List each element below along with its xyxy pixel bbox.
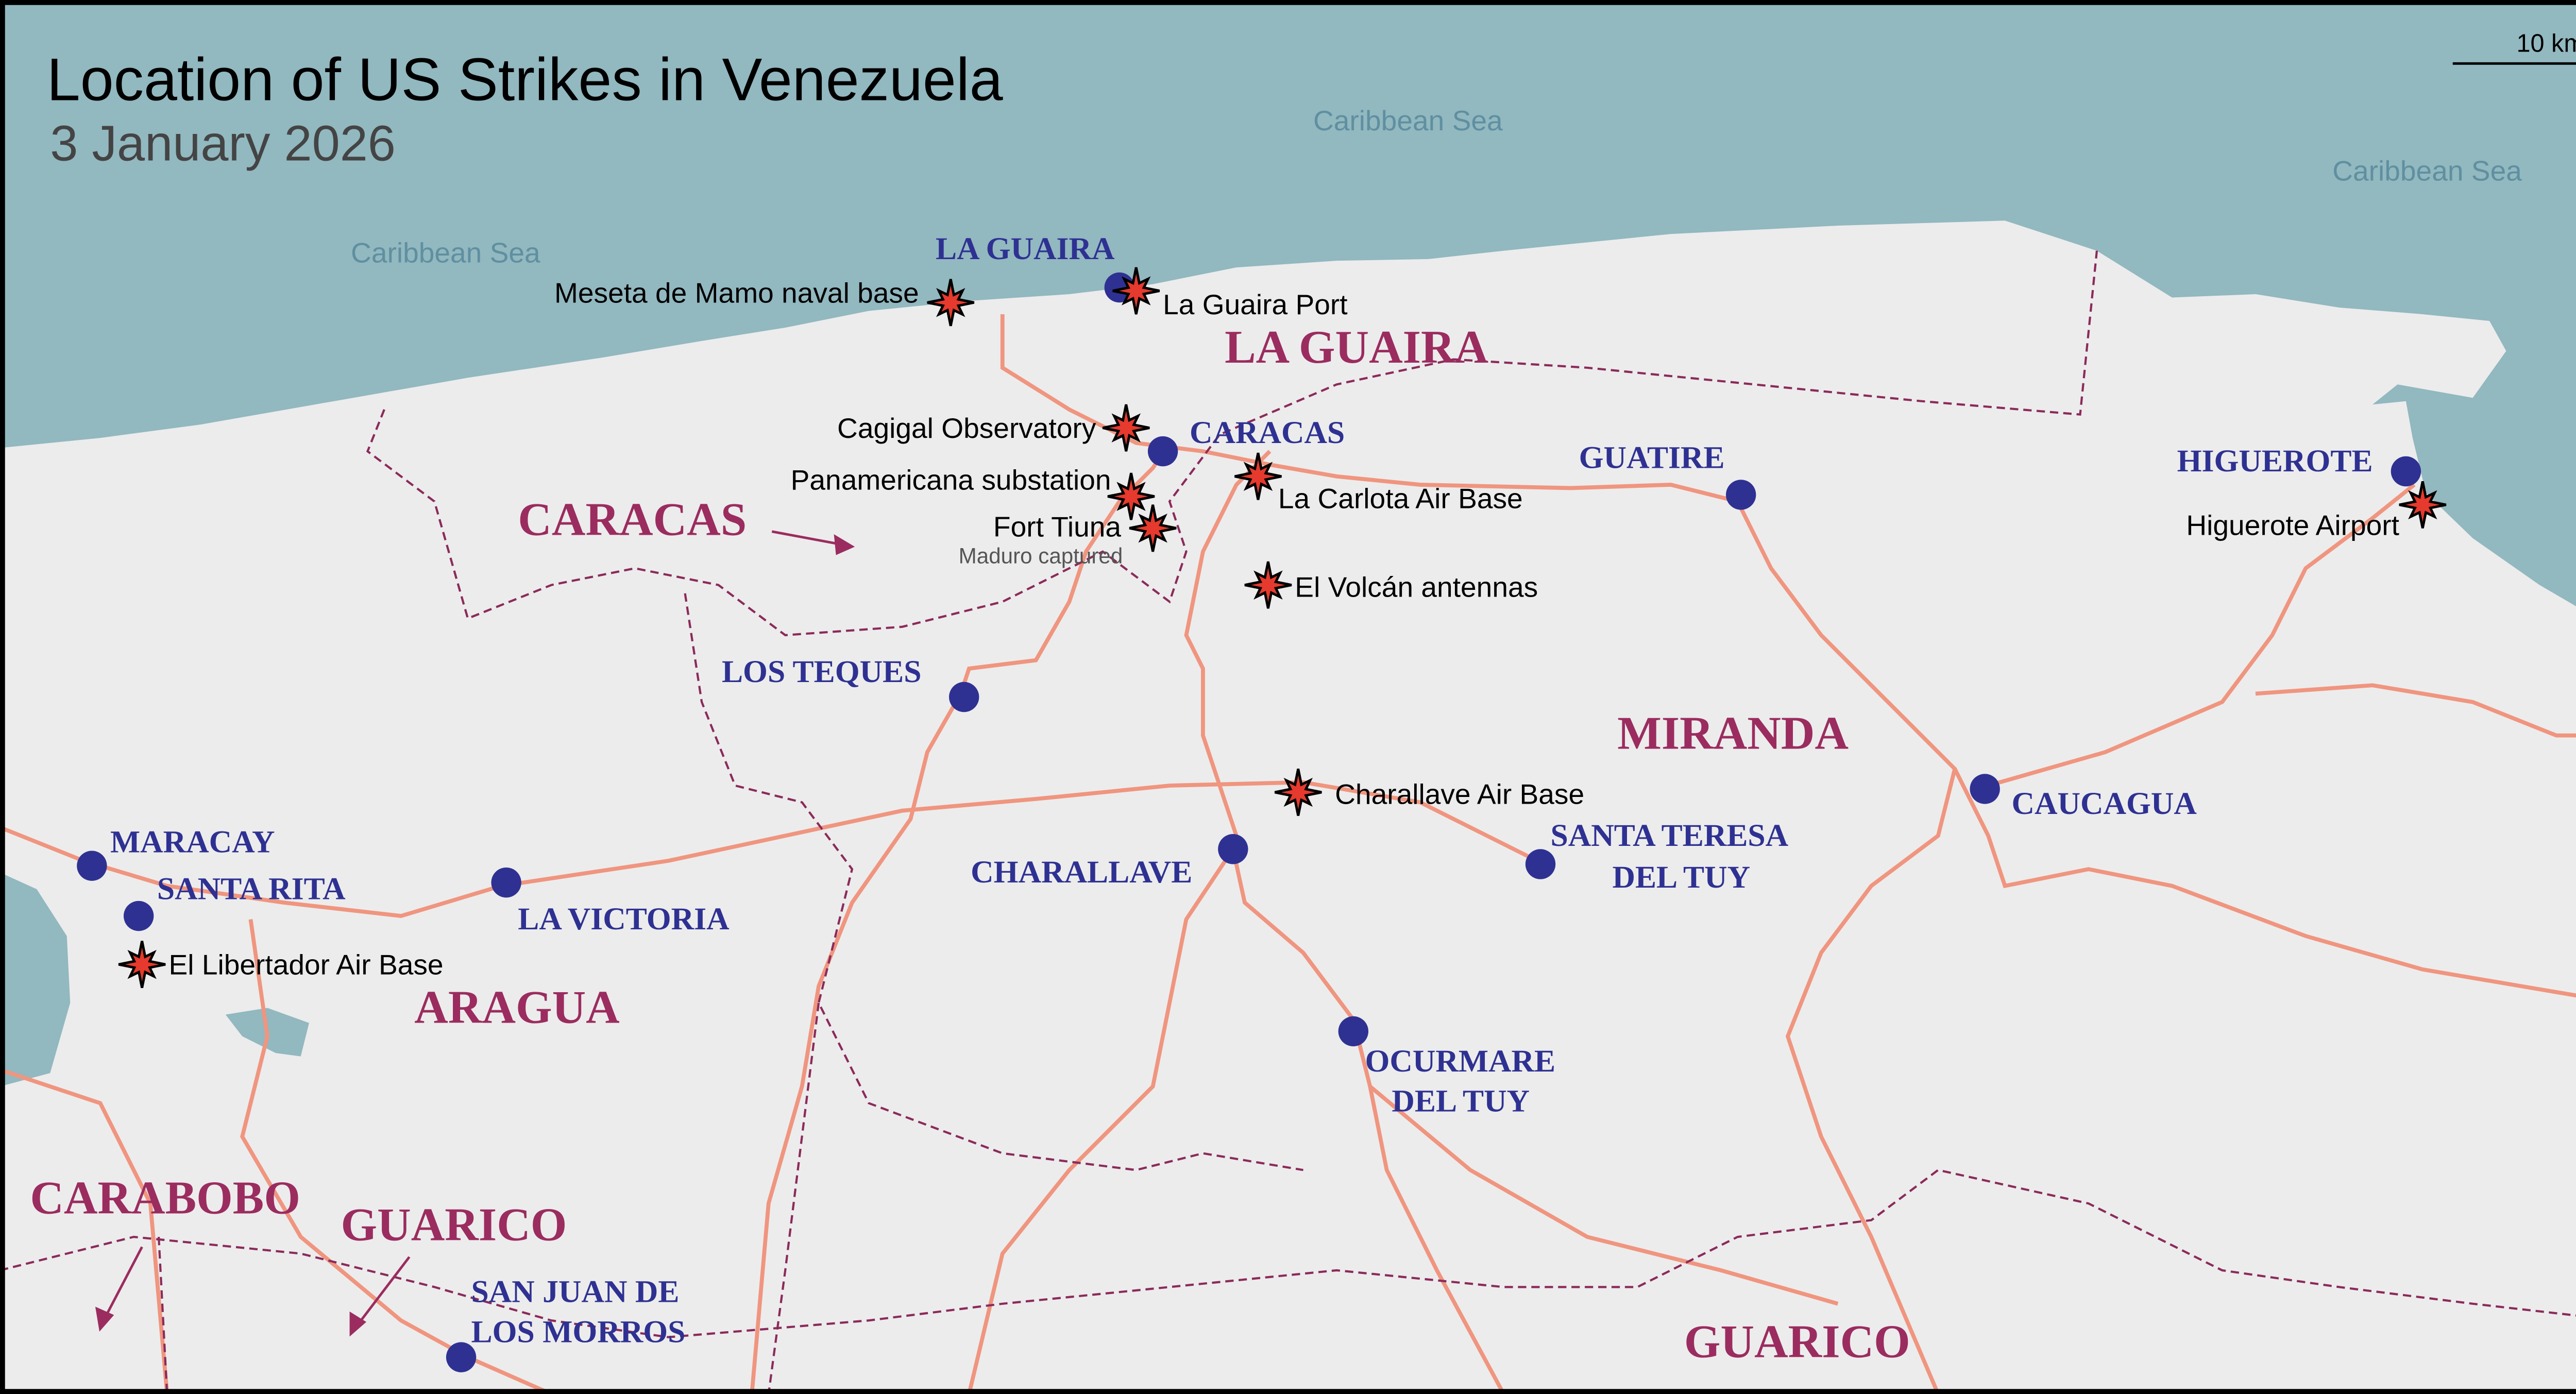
city-label: LOS MORROS [471, 1314, 686, 1349]
state-label: CARABOBO [30, 1172, 300, 1224]
strike-label: La Carlota Air Base [1278, 482, 1523, 514]
city-label: CAUCAGUA [2012, 786, 2197, 821]
city-dot-icon [1218, 834, 1248, 864]
city-dot-icon [77, 851, 107, 881]
arrow-icon [771, 530, 844, 547]
strike-label: El Volcán antennas [1295, 571, 1538, 603]
city-dot-icon [446, 1342, 477, 1372]
arrow-icon [834, 534, 855, 555]
arrows [95, 530, 855, 1337]
sea-label: Caribbean Sea [2332, 155, 2522, 186]
arrow-icon [349, 1311, 367, 1337]
city-dot-icon [1726, 480, 1756, 510]
explosion-star-icon [927, 279, 975, 327]
state-label: GUARICO [1684, 1316, 1910, 1368]
explosion-star-icon [118, 941, 166, 989]
city-markers [77, 272, 2421, 1372]
city-label: CARACAS [1190, 415, 1345, 450]
city-label: LOS TEQUES [722, 654, 922, 689]
city-label: GUATIRE [1579, 440, 1725, 475]
city-label: DEL TUY [1612, 860, 1750, 895]
state-label: ARAGUA [414, 981, 619, 1033]
strike-markers [118, 267, 2447, 989]
city-label: SAN JUAN DE [471, 1274, 680, 1310]
lake [0, 872, 71, 1086]
state-label: GUARICO [341, 1198, 567, 1250]
sea-label: Caribbean Sea [1313, 105, 1503, 137]
strike-label: Fort Tiuna [993, 511, 1121, 543]
explosion-star-icon [1107, 472, 1155, 520]
strike-label: Meseta de Mamo naval base [554, 277, 919, 309]
city-dot-icon [2391, 456, 2421, 487]
explosion-star-icon [1112, 267, 1160, 315]
city-dot-icon [491, 867, 521, 898]
state-label: CARACAS [518, 493, 747, 545]
roads [0, 314, 2576, 1394]
strike-label: Cagigal Observatory [837, 412, 1096, 444]
explosion-star-icon [1244, 561, 1292, 609]
strike-label: Charallave Air Base [1335, 778, 1584, 810]
city-label: MARACAY [110, 825, 275, 860]
city-label: SANTA TERESA [1550, 818, 1788, 853]
strike-label: El Libertador Air Base [169, 949, 444, 981]
city-label: HIGUEROTE [2177, 444, 2373, 479]
city-dot-icon [949, 682, 979, 712]
map-title: Location of US Strikes in Venezuela [47, 46, 1003, 113]
city-label: LA VICTORIA [518, 902, 730, 937]
strike-label: La Guaira Port [1163, 288, 1347, 320]
strike-label: Higuerote Airport [2186, 509, 2399, 541]
city-dot-icon [1338, 1016, 1369, 1047]
sea-label: Caribbean Sea [351, 236, 540, 268]
scale-label: 10 km [2516, 30, 2576, 58]
explosion-star-icon [1274, 769, 1322, 816]
state-borders [0, 250, 2576, 1394]
city-label: LA GUAIRA [936, 231, 1115, 266]
city-label: CHARALLAVE [971, 855, 1192, 890]
map-subtitle: 3 January 2026 [50, 115, 396, 171]
explosion-star-icon [1234, 452, 1282, 500]
state-label: LA GUAIRA [1225, 321, 1488, 373]
city-dot-icon [1525, 849, 1556, 879]
strike-note: Maduro captured [959, 543, 1123, 568]
strike-label: Panamericana substation [791, 464, 1111, 496]
arrow-icon [102, 1246, 143, 1321]
arrow-icon [354, 1256, 411, 1328]
arrow-icon [95, 1306, 114, 1332]
explosion-star-icon [1102, 404, 1150, 452]
explosion-star-icon [1129, 504, 1177, 552]
city-label: DEL TUY [1392, 1084, 1530, 1119]
city-label: SANTA RITA [157, 872, 346, 907]
city-dot-icon [1147, 436, 1178, 467]
state-label: MIRANDA [1617, 707, 1849, 759]
city-label: OCURMARE [1365, 1044, 1556, 1079]
explosion-star-icon [2399, 481, 2447, 529]
city-dot-icon [123, 900, 154, 931]
sea [0, 0, 2576, 606]
city-dot-icon [1970, 774, 2000, 804]
